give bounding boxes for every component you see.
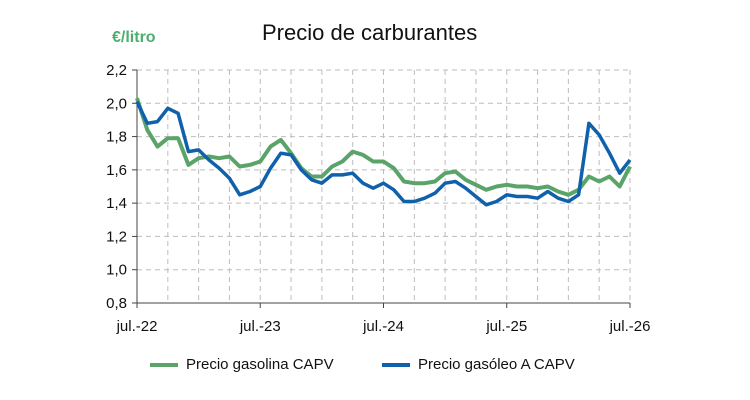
legend-item-gasoleo: Precio gasóleo A CAPV xyxy=(382,356,575,373)
legend-swatch-gasolina xyxy=(150,362,178,367)
x-tick-label: jul.-25 xyxy=(485,318,527,335)
y-tick-label: 1,0 xyxy=(106,262,127,279)
y-tick-label: 1,6 xyxy=(106,162,127,179)
unit-label: €/litro xyxy=(112,29,156,46)
legend: Precio gasolina CAPV Precio gasóleo A CA… xyxy=(0,356,750,380)
x-tick-label: jul.-23 xyxy=(239,318,281,335)
series-line-gasolina xyxy=(135,97,632,197)
x-tick-label: jul.-22 xyxy=(116,318,158,335)
y-tick-label: 2,2 xyxy=(106,62,127,79)
series-line-gasoleo xyxy=(135,100,632,207)
chart-title: Precio de carburantes xyxy=(262,20,478,45)
legend-label-gasoleo: Precio gasóleo A CAPV xyxy=(418,356,575,373)
y-tick-label: 0,8 xyxy=(106,295,127,312)
x-tick-label: jul.-24 xyxy=(362,318,404,335)
legend-swatch-gasoleo xyxy=(382,362,410,367)
y-tick-label: 1,8 xyxy=(106,129,127,146)
legend-label-gasolina: Precio gasolina CAPV xyxy=(186,356,334,373)
y-tick-label: 2,0 xyxy=(106,95,127,112)
y-tick-label: 1,4 xyxy=(106,195,127,212)
y-tick-label: 1,2 xyxy=(106,228,127,245)
legend-item-gasolina: Precio gasolina CAPV xyxy=(150,356,334,373)
x-tick-label: jul.-26 xyxy=(609,318,651,335)
